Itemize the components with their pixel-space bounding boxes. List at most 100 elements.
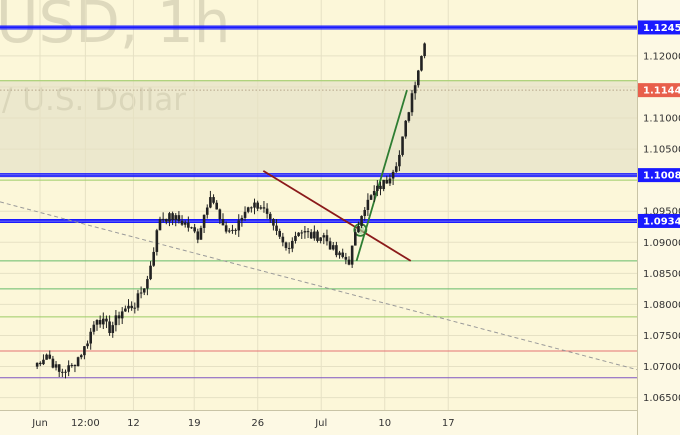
candle-body bbox=[385, 179, 389, 184]
candle-body bbox=[152, 251, 155, 266]
candle-body bbox=[64, 371, 67, 373]
x-tick-label: Jul bbox=[314, 418, 327, 429]
candle-body bbox=[139, 292, 143, 294]
price-badge-label: 1.09343 bbox=[643, 217, 680, 228]
downtrend-line bbox=[262, 170, 412, 262]
candle-body bbox=[158, 218, 162, 231]
candle-body bbox=[224, 225, 228, 232]
candle-body bbox=[76, 357, 80, 367]
range-band bbox=[0, 80, 637, 174]
candle-body bbox=[102, 318, 105, 325]
candle-body bbox=[300, 232, 304, 234]
candle-body bbox=[331, 245, 335, 250]
candle-body bbox=[183, 222, 187, 225]
candle-body bbox=[325, 235, 329, 242]
candle-body bbox=[57, 364, 61, 372]
y-tick-label: 1.09500 bbox=[643, 207, 680, 218]
y-tick-label: 1.07000 bbox=[643, 362, 680, 373]
candle-body bbox=[243, 211, 247, 218]
candle-body bbox=[39, 362, 42, 365]
candle-body bbox=[86, 343, 89, 347]
x-tick-label: 17 bbox=[442, 418, 455, 429]
candle-body bbox=[338, 252, 341, 256]
candle-body bbox=[306, 231, 310, 233]
candle-body bbox=[297, 232, 300, 236]
y-tick-label: 1.09000 bbox=[643, 238, 680, 249]
candle-body bbox=[313, 231, 316, 239]
candle-body bbox=[417, 70, 420, 86]
candle-body bbox=[363, 209, 367, 216]
candle-body bbox=[130, 305, 133, 309]
candle-body bbox=[388, 178, 392, 184]
candle-body bbox=[146, 279, 149, 289]
candle-body bbox=[246, 207, 250, 212]
candle-body bbox=[190, 227, 193, 229]
x-tick-label: 19 bbox=[188, 418, 201, 429]
candle-body bbox=[344, 256, 348, 260]
price-badge bbox=[638, 83, 680, 98]
candle-body bbox=[366, 199, 370, 210]
candle-body bbox=[268, 213, 272, 219]
grid-layer bbox=[0, 0, 637, 410]
price-badge-label: 1.12458 bbox=[643, 23, 680, 34]
candle-body bbox=[89, 331, 92, 344]
y-tick-label: 1.10500 bbox=[643, 145, 680, 156]
candle-body bbox=[51, 358, 55, 368]
candle-body bbox=[221, 219, 225, 226]
candle-body bbox=[212, 197, 215, 203]
candle-body bbox=[278, 230, 281, 237]
time-axis-panel bbox=[0, 410, 637, 435]
candle-body bbox=[303, 231, 307, 233]
candle-body bbox=[335, 245, 338, 256]
candle-body bbox=[341, 252, 344, 257]
x-tick-labels: Jun 12:00 12 19 26 Jul 10 17 bbox=[31, 418, 454, 429]
y-tick-label: 1.11000 bbox=[643, 114, 680, 125]
x-tick-label: 12:00 bbox=[71, 418, 100, 429]
candle-body bbox=[142, 288, 146, 293]
candle-body bbox=[281, 236, 285, 243]
candle-body bbox=[98, 320, 102, 325]
candle-body bbox=[83, 346, 86, 356]
candle-body bbox=[394, 166, 398, 172]
x-tick-label: 10 bbox=[378, 418, 391, 429]
candle-body bbox=[259, 207, 263, 209]
long-term-dashed-trendline bbox=[0, 201, 638, 371]
candle-body bbox=[54, 364, 58, 368]
candle-body bbox=[73, 364, 77, 367]
candle-body bbox=[357, 225, 360, 233]
candle-body bbox=[171, 213, 174, 221]
candle-body bbox=[180, 220, 184, 225]
candle-body bbox=[218, 209, 222, 220]
candle-body bbox=[309, 232, 313, 239]
candle-body bbox=[404, 120, 407, 137]
candle-body bbox=[350, 245, 354, 265]
candle-body bbox=[322, 235, 326, 238]
x-tick-label: 12 bbox=[127, 418, 140, 429]
candle-body bbox=[410, 93, 414, 113]
level-layer bbox=[0, 25, 637, 379]
candle-body bbox=[347, 259, 351, 265]
candle-body bbox=[250, 207, 253, 209]
candle-body bbox=[209, 197, 212, 208]
candle-body bbox=[413, 85, 417, 94]
watermark-description: / U.S. Dollar bbox=[2, 82, 186, 118]
candle-body bbox=[117, 315, 121, 319]
candle-body bbox=[369, 195, 373, 200]
candle-body bbox=[124, 308, 127, 312]
candle-body bbox=[319, 237, 322, 241]
candle-body bbox=[360, 215, 363, 226]
candle-body bbox=[398, 154, 401, 167]
candle-body bbox=[165, 218, 168, 222]
candle-body bbox=[149, 265, 152, 280]
y-tick-label: 1.08000 bbox=[643, 300, 680, 311]
candle-body bbox=[291, 240, 294, 249]
candle-body bbox=[275, 225, 278, 231]
candle-body bbox=[382, 179, 385, 190]
candle-body bbox=[67, 365, 70, 372]
candle-body bbox=[48, 354, 52, 359]
candle-body bbox=[111, 325, 115, 334]
candle-body bbox=[92, 324, 96, 332]
candle-body bbox=[79, 355, 83, 358]
candle-body bbox=[127, 305, 130, 309]
